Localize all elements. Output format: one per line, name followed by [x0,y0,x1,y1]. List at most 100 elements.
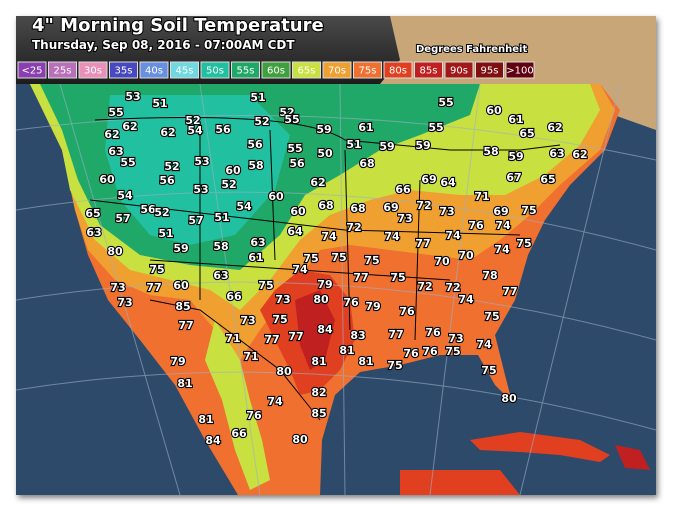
station-value: 54 [236,200,252,213]
station-value: 56 [247,138,263,151]
station-value: 55 [428,121,443,134]
station-value: 79 [170,355,185,368]
station-value: 75 [364,254,379,267]
station-value: 72 [416,199,431,212]
legend-swatch [78,61,108,79]
station-value: 74 [384,230,400,243]
station-value: 52 [221,178,236,191]
station-value: 75 [258,279,273,292]
station-value: 73 [275,293,290,306]
station-value: 50 [317,147,333,160]
legend-label: 90s [450,66,468,77]
station-value: 74 [445,229,461,242]
subtitle: Thursday, Sep 08, 2016 - 07:00AM CDT [32,38,295,52]
legend-swatch [139,61,169,79]
station-value: 80 [501,392,517,405]
station-value: 52 [254,115,269,128]
station-value: 75 [481,364,496,377]
station-value: 60 [99,173,115,186]
station-value: 76 [403,347,419,360]
station-value: 73 [110,281,125,294]
station-value: 53 [125,90,140,103]
station-value: 62 [572,148,587,161]
station-value: 60 [268,190,284,203]
station-value: 62 [547,121,562,134]
station-value: 68 [318,199,333,212]
units: Degrees Fahrenheit [416,44,527,55]
station-value: 81 [177,377,192,390]
station-value: 69 [493,205,508,218]
station-value: 75 [303,252,318,265]
station-value: 52 [185,114,200,127]
station-value: 64 [440,176,456,189]
station-value: 54 [117,189,133,202]
station-value: 78 [482,269,497,282]
station-value: 62 [104,128,119,141]
station-value: 73 [240,314,255,327]
station-value: 52 [279,106,294,119]
station-value: 74 [476,338,492,351]
station-value: 69 [383,201,398,214]
station-value: 76 [468,219,484,232]
legend-label: 50s [206,66,224,77]
station-value: 55 [287,142,302,155]
station-value: 63 [108,145,123,158]
station-value: 58 [213,240,228,253]
station-value: 53 [193,183,208,196]
station-value: 55 [438,96,453,109]
legend-label: 45s [176,66,194,77]
station-value: 75 [149,263,164,276]
station-value: 70 [458,249,474,262]
legend-swatch [505,61,535,79]
station-value: 75 [272,313,287,326]
station-value: 70 [434,255,450,268]
station-value: 68 [359,157,374,170]
station-value: 63 [86,226,101,239]
station-value: 58 [248,159,263,172]
station-value: 55 [284,113,299,126]
legend-swatch [17,61,47,79]
station-value: 59 [173,242,188,255]
station-value: 76 [246,409,262,422]
legend-swatch [170,61,199,79]
station-value: 83 [350,329,365,342]
station-value: 63 [250,236,265,249]
station-value: 59 [415,139,430,152]
station-value: 73 [117,296,132,309]
station-value: 75 [387,359,402,372]
station-value: 77 [388,328,403,341]
station-value: 62 [122,120,137,133]
legend-label: 35s [115,66,133,77]
station-value: 56 [140,203,156,216]
legend-swatch [200,61,230,79]
station-value: 71 [243,350,258,363]
station-value: 76 [425,326,441,339]
station-value: 76 [343,296,359,309]
legend-label: 25s [54,66,72,77]
station-value: 72 [417,280,432,293]
legend-swatch [109,61,138,79]
station-value: 65 [85,207,100,220]
station-value: 64 [287,225,303,238]
station-value: 80 [107,245,123,258]
station-value: 79 [365,300,380,313]
station-value: 55 [108,106,123,119]
station-value: 81 [198,413,213,426]
station-value: 71 [474,190,489,203]
legend-swatch [261,61,291,79]
station-value: 55 [120,156,135,169]
legend-label: 75s [359,66,377,77]
station-value: 80 [313,293,329,306]
station-value: 56 [159,174,175,187]
station-value: 67 [506,171,521,184]
station-value: 75 [484,310,499,323]
station-value: 80 [276,365,292,378]
station-value: 58 [483,145,498,158]
legend-swatch [383,61,413,79]
station-value: 74 [292,263,308,276]
station-value: 54 [187,124,203,137]
station-value: 72 [346,221,361,234]
legend-label: <25 [21,66,42,77]
